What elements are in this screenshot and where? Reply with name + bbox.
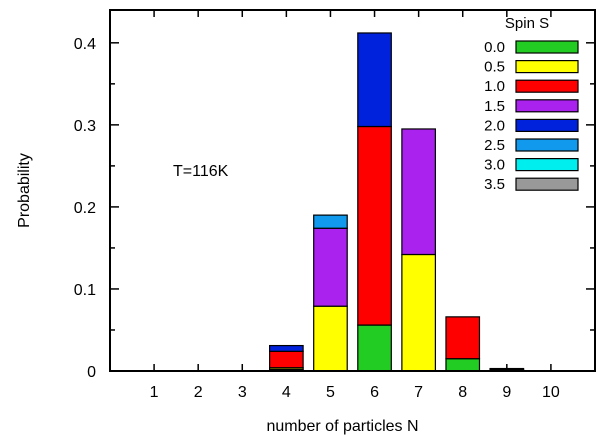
x-tick-label: 2 (194, 384, 203, 401)
legend-swatch (515, 177, 579, 191)
x-tick-label: 8 (458, 384, 467, 401)
bar-segment (445, 358, 481, 372)
legend-swatch (515, 158, 579, 172)
legend-title: Spin S (505, 15, 549, 32)
bar-segment (313, 305, 348, 372)
legend-label: 3.0 (484, 157, 505, 174)
legend-swatch (515, 59, 579, 74)
bar-segment (401, 128, 436, 256)
y-tick-label: 0.4 (74, 36, 96, 53)
x-tick-label: 9 (502, 384, 511, 401)
legend: Spin S 0.0 0.5 1.0 1.5 2.0 2.5 3.0 3.5 (484, 15, 579, 193)
y-tick-label: 0.1 (74, 282, 96, 299)
legend-label: 0.0 (484, 39, 505, 56)
bar-segment (401, 253, 436, 372)
x-tick-label: 4 (282, 384, 291, 401)
legend-label: 0.5 (484, 59, 505, 76)
temperature-annotation: T=116K (173, 163, 229, 180)
bar-segment (357, 324, 392, 372)
x-tick-label: 1 (150, 384, 159, 401)
x-tick-label: 3 (238, 384, 247, 401)
bars (269, 32, 525, 372)
legend-label: 1.5 (484, 98, 505, 115)
y-axis-label: Probability (16, 153, 33, 228)
x-tick-label: 6 (370, 384, 379, 401)
x-axis-label: number of particles N (266, 418, 418, 435)
y-tick-label: 0.2 (74, 200, 96, 217)
legend-swatch (515, 40, 579, 54)
x-tick-label: 7 (414, 384, 423, 401)
y-tick-label: 0 (87, 364, 96, 381)
legend-label: 3.5 (484, 176, 505, 193)
legend-swatch (515, 138, 579, 152)
legend-swatch (515, 118, 579, 133)
legend-swatch (515, 79, 579, 93)
x-tick-label: 10 (542, 384, 560, 401)
bar-segment (313, 227, 348, 307)
legend-swatch (515, 99, 579, 113)
legend-label: 2.5 (484, 137, 505, 154)
legend-label: 2.0 (484, 117, 505, 134)
x-tick-label: 5 (326, 384, 335, 401)
bar-segment (445, 316, 481, 360)
bar-segment (357, 32, 392, 128)
y-tick-label: 0.3 (74, 118, 96, 135)
bar-segment (357, 125, 392, 326)
legend-label: 1.0 (484, 78, 505, 95)
plot-frame (109, 9, 596, 372)
bar-segment (489, 367, 525, 370)
x-tick-labels: 1 2 3 4 5 6 7 8 9 10 (150, 384, 560, 401)
bar-segment (269, 344, 304, 352)
y-tick-labels: 0 0.1 0.2 0.3 0.4 (74, 36, 96, 381)
bar-segment (313, 214, 348, 229)
bar-segment (269, 350, 304, 369)
